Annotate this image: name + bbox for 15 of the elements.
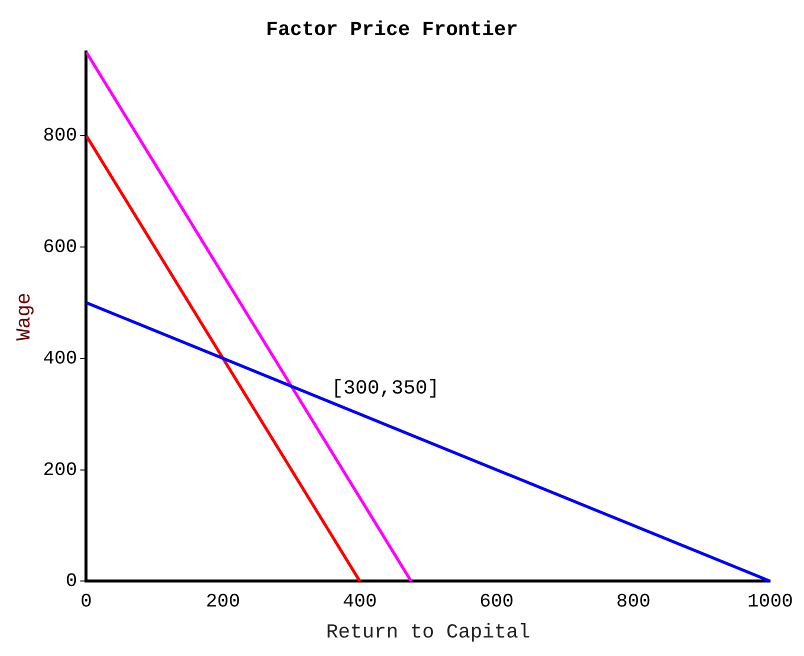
chart-title: Factor Price Frontier — [266, 19, 518, 42]
y-tick-label: 800 — [42, 124, 78, 147]
x-tick-label: 400 — [342, 590, 377, 613]
y-tick-label: 0 — [66, 570, 78, 592]
x-tick-label: 0 — [80, 590, 92, 613]
x-axis-title: Return to Capital — [326, 621, 530, 644]
x-tick-label: 600 — [479, 590, 514, 613]
y-tick-label: 600 — [42, 236, 78, 258]
x-tick-label: 1000 — [747, 590, 793, 613]
x-tick-label: 800 — [616, 590, 651, 613]
annotation: [300,350] — [331, 378, 440, 401]
y-tick-label: 400 — [42, 347, 78, 370]
y-tick-label: 200 — [42, 458, 78, 481]
x-tick-label: 200 — [206, 590, 240, 613]
y-axis-title: Wage — [13, 292, 36, 341]
